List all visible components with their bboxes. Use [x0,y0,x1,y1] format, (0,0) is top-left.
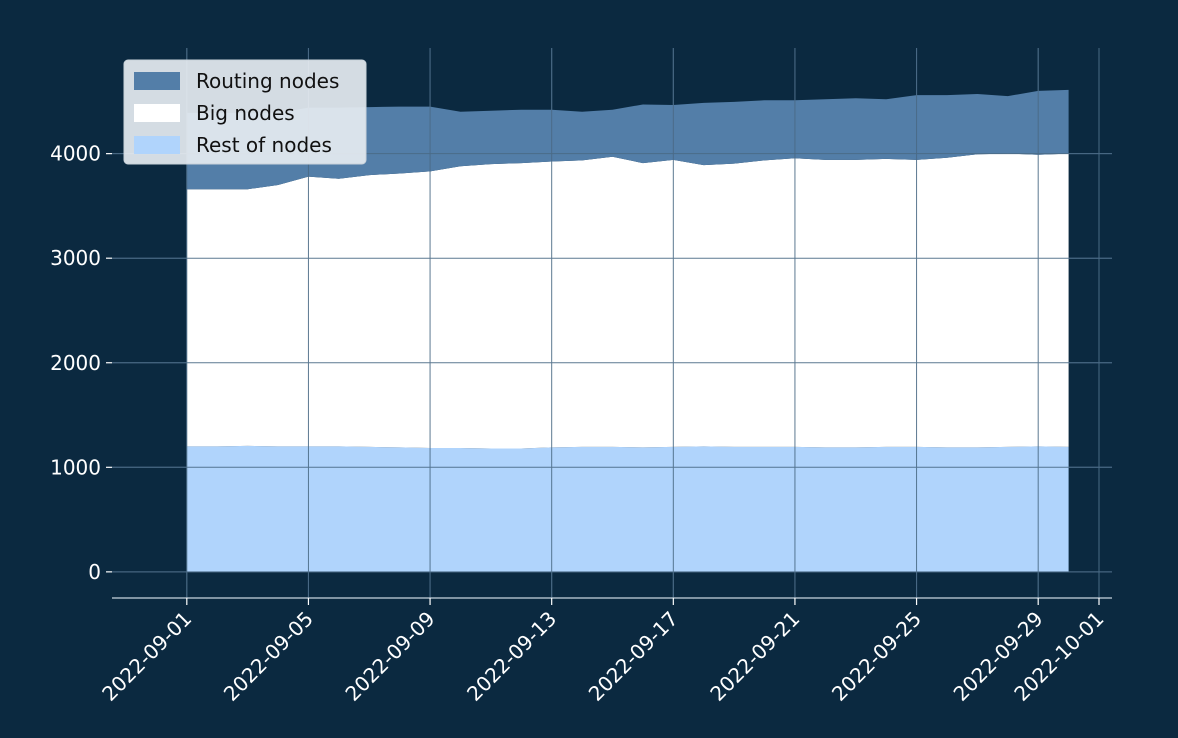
x-tick-label: 2022-09-05 [219,607,318,706]
x-tick-label: 2022-09-13 [462,607,561,706]
area-routing-nodes [186,89,1069,190]
x-tick-label: 2022-09-21 [705,607,804,706]
legend-label: Big nodes [196,101,295,125]
y-tick-label: 3000 [50,246,101,270]
y-tick-label: 0 [88,560,101,584]
legend-swatch [134,72,180,90]
legend-label: Routing nodes [196,69,339,93]
y-axis-ticks: 0 1000 2000 3000 4000 [50,142,112,584]
grid-overlay [112,48,1112,598]
y-tick-label: 4000 [50,142,101,166]
legend: Routing nodes Big nodes Rest of nodes [123,59,367,165]
x-axis-ticks: 2022-09-01 2022-09-05 2022-09-09 2022-09-13… [97,598,1109,706]
legend-swatch [134,136,180,154]
legend-box [123,59,367,165]
x-tick-label: 2022-09-01 [97,607,196,706]
area-series [186,89,1069,572]
legend-label: Rest of nodes [196,133,332,157]
legend-swatch [134,104,180,122]
x-tick-label: 2022-09-25 [827,607,926,706]
y-tick-label: 1000 [50,455,101,479]
area-rest-of-nodes [186,445,1069,572]
x-tick-label: 2022-09-17 [584,607,683,706]
x-tick-label: 2022-09-09 [340,607,439,706]
area-big-nodes [186,153,1069,449]
y-tick-label: 2000 [50,351,101,375]
